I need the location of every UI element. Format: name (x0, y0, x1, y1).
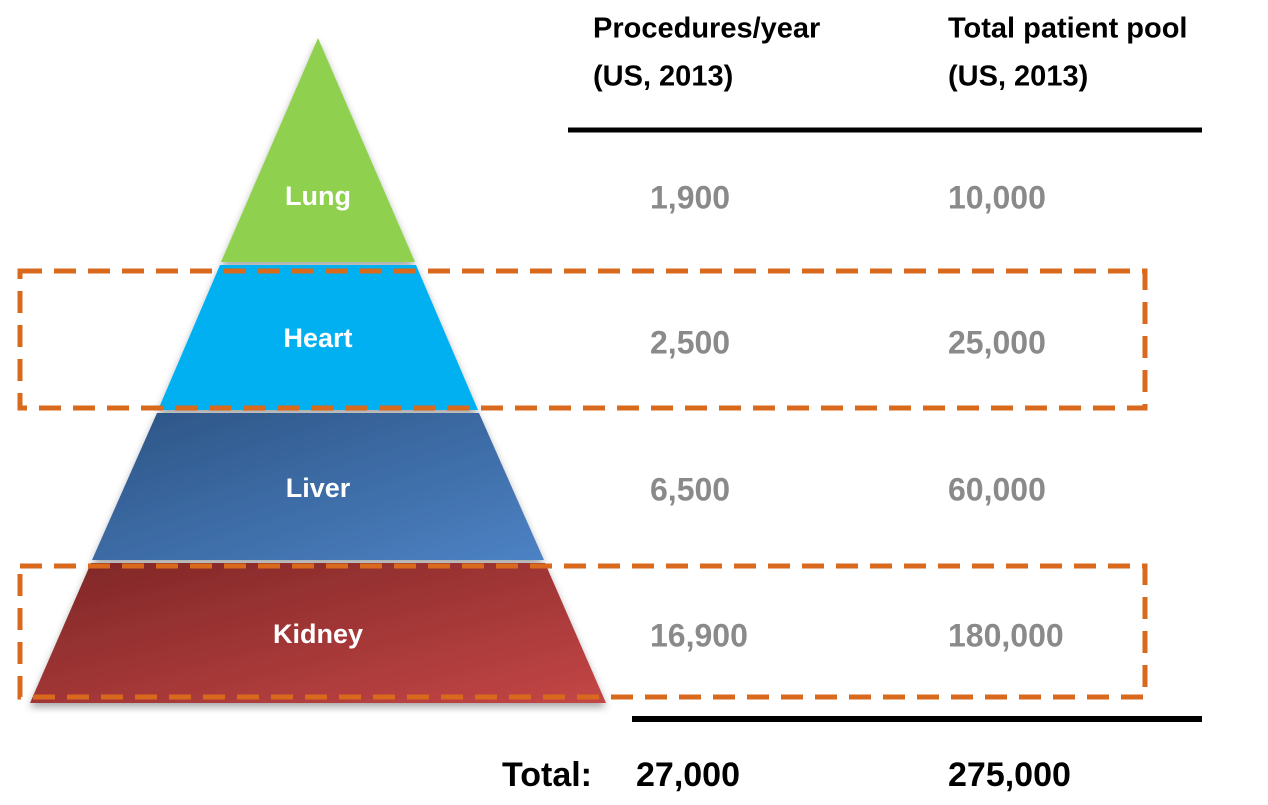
cell: 1,900 (650, 179, 730, 215)
column-header: (US, 2013) (948, 61, 1088, 93)
organ-label: Heart (283, 323, 352, 353)
total-cell: 27,000 (636, 756, 740, 794)
highlight-box (17, 563, 1148, 700)
organ-label: Lung (285, 181, 351, 211)
cell: 180,000 (948, 617, 1064, 653)
heart-slice (158, 265, 478, 410)
liver-slice (92, 413, 544, 560)
highlight-box (17, 268, 1148, 411)
column-header: (US, 2013) (593, 61, 733, 93)
total-cell: 275,000 (948, 756, 1071, 794)
lung-slice (221, 38, 415, 262)
kidney-slice (30, 563, 606, 703)
cell: 10,000 (948, 179, 1046, 215)
cell: 60,000 (948, 471, 1046, 507)
column-header: Procedures/year (593, 13, 820, 45)
total-label: Total: (502, 756, 592, 794)
cell: 6,500 (650, 471, 730, 507)
organ-label: Kidney (273, 619, 363, 649)
pyramid (30, 38, 606, 703)
cell: 25,000 (948, 324, 1046, 360)
cell: 16,900 (650, 617, 748, 653)
organ-label: Liver (286, 473, 351, 503)
column-header: Total patient pool (948, 13, 1188, 45)
cell: 2,500 (650, 324, 730, 360)
